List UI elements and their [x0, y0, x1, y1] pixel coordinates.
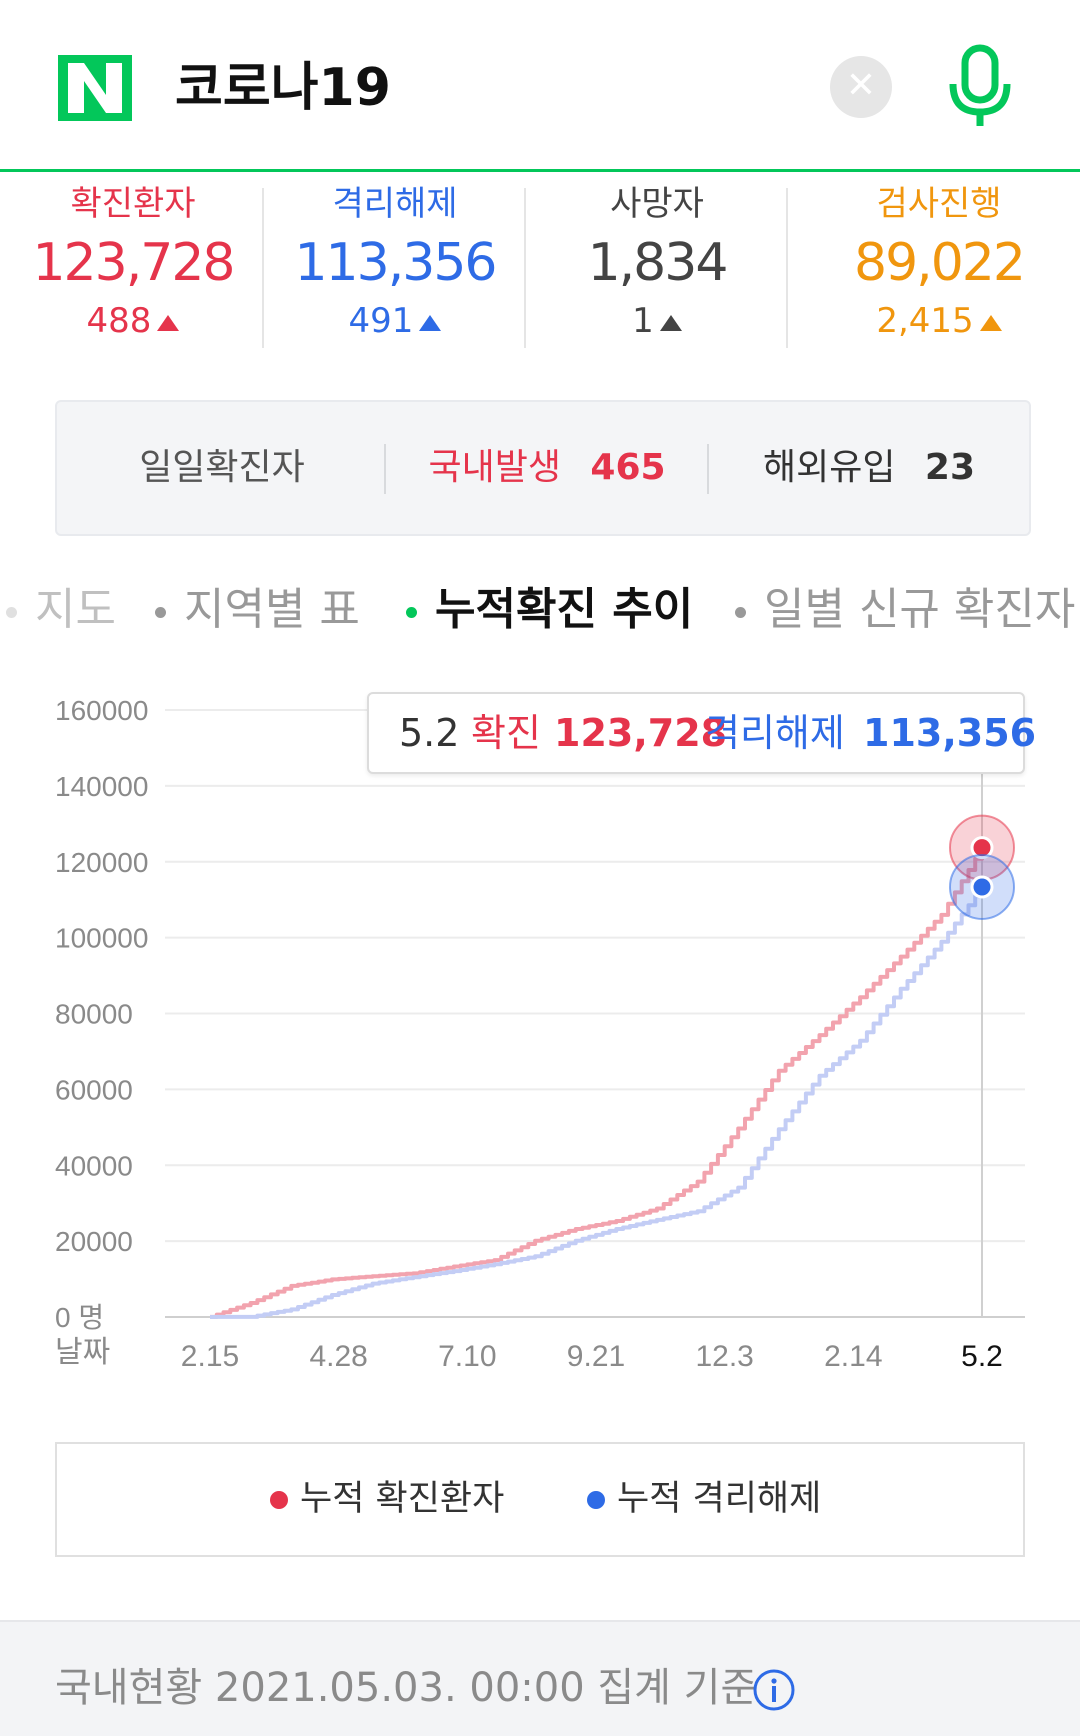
cumulative-chart[interactable]: 160000 140000 120000 100000 80000 60000 40000 2… [0, 680, 1080, 1380]
y-tick-label: 20000 [55, 1226, 133, 1257]
domestic-label: 국내발생 [428, 447, 561, 488]
tab-label: 지도 [35, 584, 116, 635]
x-tick-label: 7.10 [438, 1340, 496, 1373]
up-triangle-icon [979, 314, 1002, 331]
tab-bullet [6, 606, 17, 618]
y-axis: 160000 140000 120000 100000 80000 60000 40000 2… [55, 695, 148, 1333]
chart-series [210, 847, 984, 1319]
close-icon: ✕ [845, 65, 877, 106]
chart-grid [165, 709, 1025, 1318]
y-tick-label: 140000 [55, 771, 148, 802]
x-axis-label: 날짜 [55, 1336, 110, 1369]
stat-change-value: 2,415 [876, 301, 974, 341]
chart-tooltip: 5.2 확진 123,728 격리해제 113,356 [367, 692, 1036, 774]
info-icon[interactable] [752, 1668, 796, 1712]
y-tick-label: 100000 [55, 923, 148, 954]
stat-confirmed: 확진환자 123,728 488 [2, 180, 264, 350]
y-tick-label: 120000 [55, 847, 148, 878]
stat-deaths: 사망자 1,834 1 [526, 180, 788, 350]
x-axis: 2.15 4.28 7.10 9.21 12.3 2.14 5.2 [181, 1340, 1003, 1373]
chart-legend: 누적 확진환자 누적 격리해제 [55, 1442, 1025, 1557]
y-tick-label: 40000 [55, 1150, 133, 1181]
tooltip-confirmed-label: 확진 [471, 711, 541, 755]
daily-overseas: 해외유입 23 [709, 402, 1029, 534]
x-tick-label: 12.3 [695, 1340, 753, 1373]
stat-label: 확진환자 [70, 184, 196, 224]
stat-value: 113,356 [294, 233, 497, 293]
tab-label: 누적확진 추이 [435, 584, 694, 635]
divider [786, 188, 788, 348]
x-tick-label: 2.14 [824, 1340, 882, 1373]
y-tick-label: 80000 [55, 999, 133, 1030]
stat-value: 1,834 [587, 233, 729, 293]
search-input[interactable]: 코로나19 [175, 58, 391, 118]
search-header [0, 0, 1080, 172]
legend-label: 누적 확진환자 [300, 1479, 505, 1519]
footer-status: 국내현황 2021.05.03. 00:00 집계 기준 [55, 1665, 758, 1711]
x-tick-label: 9.21 [567, 1340, 625, 1373]
domestic-value: 465 [590, 447, 666, 488]
tab-bullet [155, 606, 166, 618]
chart-markers [949, 814, 1015, 920]
stat-change: 491 [264, 298, 526, 344]
stat-change-value: 1 [632, 301, 654, 341]
stat-label: 격리해제 [332, 184, 458, 224]
tab-label: 지역별 표 [184, 584, 360, 635]
clear-button[interactable]: ✕ [830, 56, 892, 118]
up-triangle-icon [659, 314, 682, 331]
tooltip-released-value: 113,356 [863, 711, 1037, 755]
up-triangle-icon [157, 314, 180, 331]
up-triangle-icon [419, 314, 442, 331]
daily-confirmed-box: 일일확진자 국내발생 465 해외유입 23 [55, 400, 1031, 536]
stat-value: 89,022 [854, 233, 1026, 293]
tab-region-table[interactable]: 지역별 표 [155, 580, 360, 640]
data-point[interactable] [970, 836, 994, 860]
stat-change: 488 [2, 298, 264, 344]
daily-title: 일일확진자 [139, 447, 305, 488]
overseas-value: 23 [924, 447, 976, 488]
divider [524, 188, 526, 348]
tab-cumulative-trend[interactable]: 누적확진 추이 [406, 580, 693, 640]
tab-bullet [406, 606, 417, 618]
daily-domestic: 국내발생 465 [387, 402, 707, 534]
legend-item-released[interactable]: 누적 격리해제 [587, 1444, 821, 1555]
stat-change-value: 491 [348, 301, 414, 341]
legend-dot [587, 1491, 605, 1509]
microphone-icon[interactable] [945, 44, 1015, 130]
tab-daily-new[interactable]: 일별 신규 확진자 [735, 580, 1080, 640]
data-point[interactable] [970, 875, 994, 899]
legend-dot [270, 1491, 288, 1509]
naver-logo-icon[interactable] [58, 55, 132, 121]
legend-item-confirmed[interactable]: 누적 확진환자 [270, 1444, 504, 1555]
y-tick-label: 60000 [55, 1074, 133, 1105]
stat-change: 1 [526, 298, 788, 344]
x-tick-label: 5.2 [961, 1340, 1003, 1373]
divider [707, 444, 709, 494]
stat-label: 검사진행 [876, 184, 1002, 224]
divider [384, 444, 386, 494]
tooltip-confirmed-value: 123,728 [554, 711, 728, 755]
stat-value: 123,728 [32, 233, 235, 293]
divider [262, 188, 264, 348]
tooltip-date: 5.2 [399, 711, 460, 755]
footer-bar [0, 1620, 1080, 1736]
stat-change: 2,415 [808, 298, 1070, 344]
stat-testing: 검사진행 89,022 2,415 [808, 180, 1070, 350]
tab-label: 일별 신규 확진자 [764, 584, 1076, 635]
overseas-label: 해외유입 [762, 447, 896, 488]
series-line [210, 887, 984, 1319]
y-tick-label: 0 명 [55, 1302, 104, 1333]
series-line [210, 847, 984, 1319]
stat-released: 격리해제 113,356 491 [264, 180, 526, 350]
tab-map[interactable]: 지도 [6, 580, 116, 640]
y-tick-label: 160000 [55, 695, 148, 726]
x-tick-label: 4.28 [309, 1340, 367, 1373]
stat-change-value: 488 [86, 301, 152, 341]
tab-bullet [735, 606, 746, 618]
tooltip-released-label: 격리해제 [705, 711, 845, 755]
legend-label: 누적 격리해제 [617, 1479, 822, 1519]
x-tick-label: 2.15 [181, 1340, 239, 1373]
stat-label: 사망자 [610, 184, 704, 224]
